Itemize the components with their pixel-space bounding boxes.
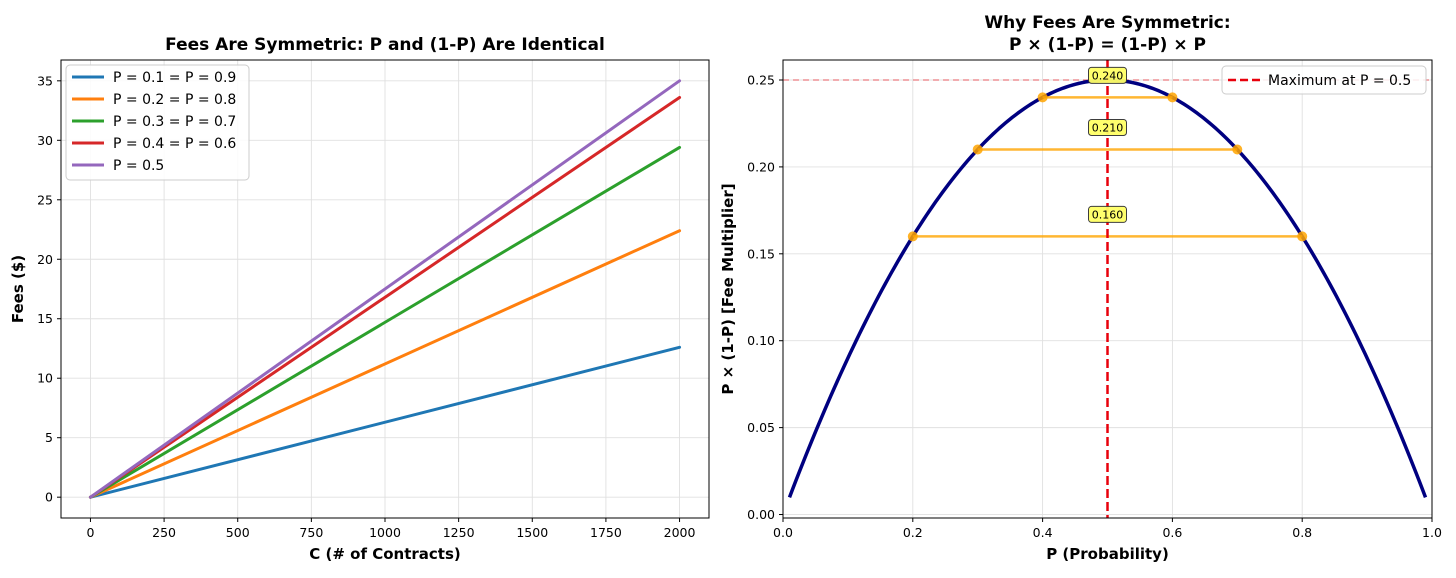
value-label: 0.210 (1092, 122, 1124, 135)
y-tick-label: 0.25 (747, 72, 775, 87)
pair-point (972, 144, 983, 155)
y-tick-label: 25 (37, 192, 53, 207)
x-axis-label: P (Probability) (1046, 545, 1169, 563)
x-tick-label: 0.2 (903, 525, 923, 540)
y-tick-label: 20 (37, 252, 53, 267)
y-tick-label: 0.20 (747, 159, 775, 174)
legend-box (1221, 65, 1427, 95)
fee-multiplier-chart: 0.0 0.2 0.4 0.6 0.8 1.0 0.00 0.05 0.10 0.15 0.20 0.… (719, 13, 1442, 563)
y-axis-label: P × (1-P) [Fee Multiplier] (719, 183, 737, 394)
x-tick-label: 1500 (516, 525, 548, 540)
x-axis-label: C (# of Contracts) (309, 545, 460, 563)
legend-label: P = 0.5 (113, 158, 164, 174)
y-tick-label: 35 (37, 73, 53, 88)
y-tick-label: 30 (37, 133, 53, 148)
y-tick-label: 0.15 (747, 246, 775, 261)
x-tick-label: 0.8 (1292, 525, 1312, 540)
x-tick-label: 500 (226, 525, 250, 540)
value-label-box (1088, 205, 1127, 223)
x-tick-label: 750 (299, 525, 323, 540)
x-tick-label: 0.4 (1033, 525, 1053, 540)
y-tick-label: 5 (45, 430, 53, 445)
series-line-3 (88, 145, 682, 499)
legend-label: Maximum at P = 0.5 (1268, 73, 1411, 89)
plot-frame (60, 59, 710, 519)
y-tick-label: 0.10 (747, 333, 775, 348)
pair-point (1167, 92, 1178, 103)
plot-frame (782, 59, 1433, 519)
y-tick-label: 15 (37, 311, 53, 326)
chart-subtitle: P × (1-P) = (1-P) × P (1009, 35, 1206, 55)
x-tick-label: 1000 (369, 525, 401, 540)
pair-point (907, 231, 918, 242)
x-tick-label: 0.6 (1162, 525, 1182, 540)
x-tick-label: 250 (152, 525, 176, 540)
pair-point (1037, 92, 1048, 103)
legend: Maximum at P = 0.5 (1221, 65, 1427, 95)
legend: P = 0.1 = P = 0.9 P = 0.2 = P = 0.8 P = 0.… (65, 64, 250, 181)
x-tick-label: 0 (86, 525, 94, 540)
series-line-4 (88, 95, 682, 499)
value-label-box (1088, 66, 1127, 84)
legend-label: P = 0.2 = P = 0.8 (113, 92, 236, 108)
pair-point (1297, 231, 1308, 242)
value-label-box (1088, 119, 1127, 137)
y-tick-label: 0 (45, 490, 53, 505)
x-tick-label: 0.0 (773, 525, 793, 540)
legend-label: P = 0.3 = P = 0.7 (113, 114, 236, 130)
x-tick-label: 1750 (590, 525, 622, 540)
legend-label: P = 0.1 = P = 0.9 (113, 70, 236, 86)
series-line-2 (88, 229, 682, 499)
legend-label: P = 0.4 = P = 0.6 (113, 136, 236, 152)
legend-box (65, 64, 250, 181)
series-line-5 (88, 79, 682, 499)
y-axis-label: Fees ($) (9, 255, 27, 323)
value-label: 0.160 (1092, 208, 1124, 221)
chart-title: Why Fees Are Symmetric: (984, 13, 1230, 33)
y-tick-label: 0.05 (747, 420, 775, 435)
series-line-1 (88, 345, 682, 499)
pair-point (1232, 144, 1243, 155)
y-tick-label: 10 (37, 371, 53, 386)
y-tick-label: 0.00 (747, 507, 775, 522)
value-label: 0.240 (1092, 69, 1124, 82)
chart-title: Fees Are Symmetric: P and (1-P) Are Iden… (165, 35, 605, 55)
fees-chart: 0 250 500 750 1000 1250 1500 1750 2000 0 5 10 15 20 25… (9, 35, 710, 563)
x-tick-label: 1.0 (1422, 525, 1442, 540)
x-tick-label: 2000 (664, 525, 696, 540)
x-tick-label: 1250 (443, 525, 475, 540)
